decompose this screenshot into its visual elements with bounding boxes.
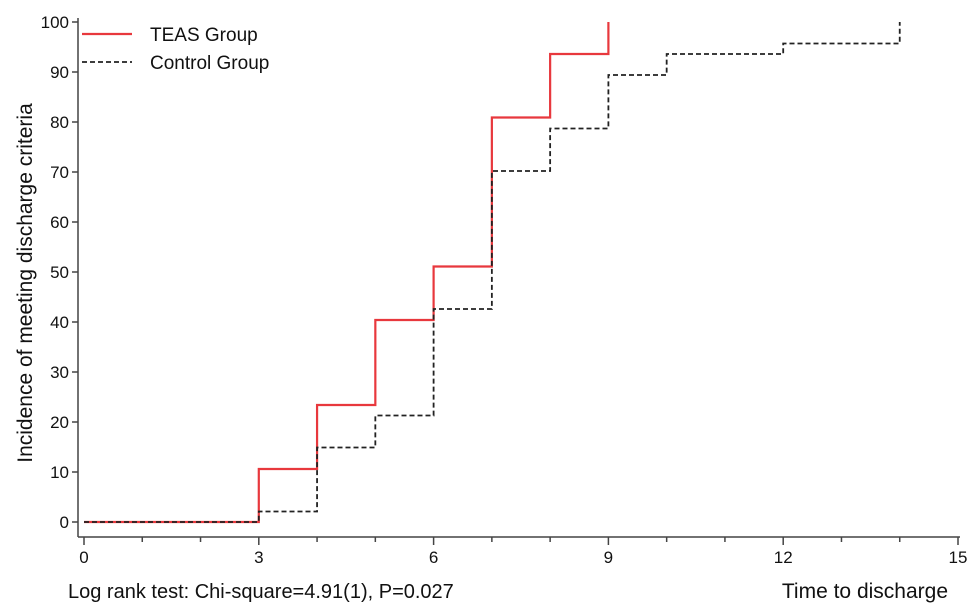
y-tick-label: 90 bbox=[50, 63, 69, 82]
y-tick-label: 20 bbox=[50, 413, 69, 432]
x-tick-label: 15 bbox=[949, 548, 968, 567]
series-layer bbox=[84, 22, 901, 524]
x-tick-label: 12 bbox=[774, 548, 793, 567]
y-tick-label: 100 bbox=[41, 13, 69, 32]
legend-label: Control Group bbox=[150, 53, 269, 74]
y-tick-label: 50 bbox=[50, 263, 69, 282]
y-tick-label: 10 bbox=[50, 463, 69, 482]
x-tick-label: 9 bbox=[604, 548, 613, 567]
series-line-teas-group bbox=[84, 22, 610, 524]
y-tick-label: 30 bbox=[50, 363, 69, 382]
x-tick-label: 6 bbox=[429, 548, 438, 567]
y-tick-label: 40 bbox=[50, 313, 69, 332]
y-tick-label: 0 bbox=[60, 513, 69, 532]
legend-label: TEAS Group bbox=[150, 25, 258, 46]
x-tick-label: 0 bbox=[79, 548, 88, 567]
x-axis-title: Time to discharge bbox=[782, 580, 948, 603]
x-tick-label: 3 bbox=[254, 548, 263, 567]
legend: TEAS Group Control Group bbox=[82, 25, 269, 74]
y-tick-label: 60 bbox=[50, 213, 69, 232]
y-axis-title: Incidence of meeting discharge criteria bbox=[14, 103, 37, 463]
series-line-control-group bbox=[84, 22, 901, 523]
y-tick-label: 70 bbox=[50, 163, 69, 182]
y-tick-label: 80 bbox=[50, 113, 69, 132]
axes: 0 10 20 30 40 50 60 70 80 90 100 0 3 6 9 12 15 bbox=[41, 13, 968, 567]
log-rank-annotation: Log rank test: Chi-square=4.91(1), P=0.0… bbox=[68, 581, 454, 603]
